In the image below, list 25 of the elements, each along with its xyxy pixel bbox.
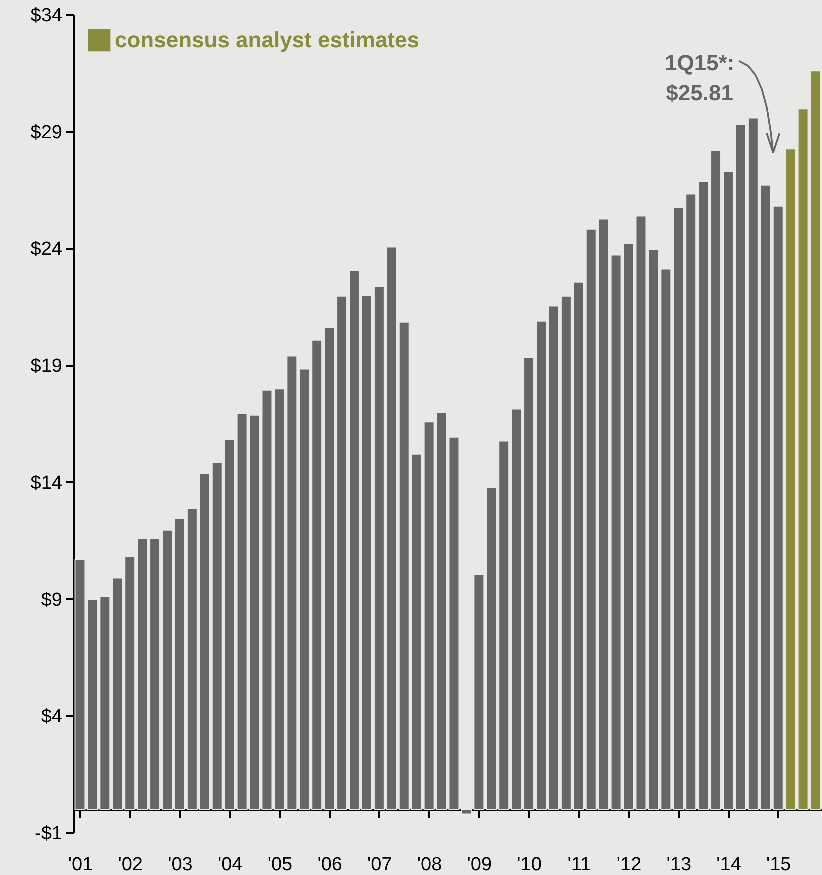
x-tick-label: '06 bbox=[318, 854, 342, 875]
x-tick-label: '01 bbox=[68, 854, 94, 875]
y-tick-label: $34 bbox=[30, 6, 63, 26]
x-tick-label: '03 bbox=[168, 854, 193, 875]
x-tick-label: '07 bbox=[368, 854, 392, 875]
y-tick-label: $29 bbox=[30, 122, 62, 144]
y-tick-label: $19 bbox=[30, 356, 62, 378]
y-tick-label: $24 bbox=[30, 239, 63, 260]
x-tick-label: '12 bbox=[616, 854, 642, 875]
x-tick-label: '11 bbox=[568, 854, 592, 875]
y-tick-label: $4 bbox=[41, 706, 63, 728]
y-tick-label: $9 bbox=[41, 590, 62, 611]
x-tick-label: '02 bbox=[118, 854, 143, 875]
y-tick-label: $14 bbox=[30, 472, 63, 494]
x-tick-label: '09 bbox=[467, 854, 492, 875]
x-tick-label: '15 bbox=[766, 854, 792, 875]
y-tick-label: -$1 bbox=[35, 824, 62, 844]
x-tick-label: '08 bbox=[417, 854, 442, 875]
legend-label: consensus analyst estimates bbox=[115, 28, 420, 52]
x-tick-label: '05 bbox=[268, 854, 293, 875]
x-tick-label: '04 bbox=[218, 854, 244, 875]
annotation: 1Q15*: $25.81 bbox=[664, 50, 735, 106]
x-tick-label: '14 bbox=[716, 854, 742, 875]
x-tick-label: '13 bbox=[666, 854, 692, 875]
x-tick-label: '10 bbox=[517, 854, 542, 875]
